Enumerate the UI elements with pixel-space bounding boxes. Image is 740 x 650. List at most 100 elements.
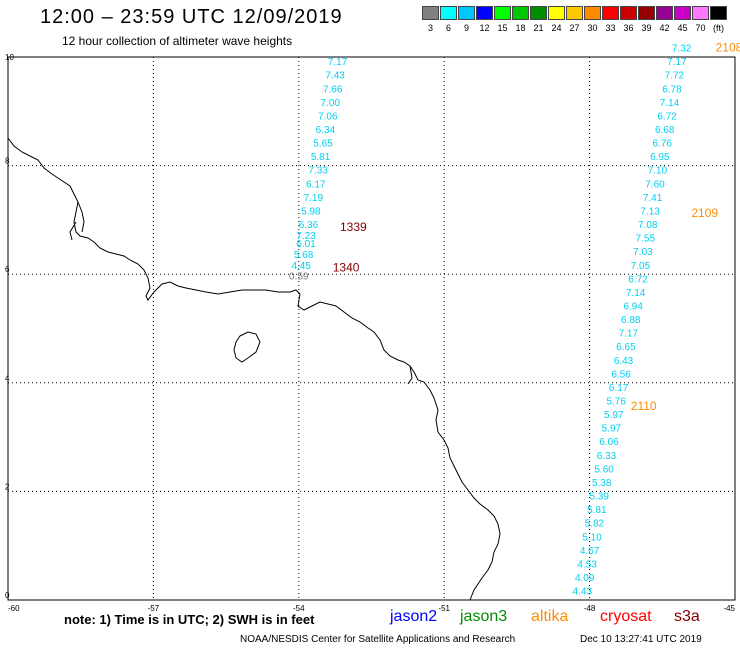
legend-swatch [656, 6, 673, 20]
wave-height-value: 5.76 [606, 397, 626, 408]
wave-height-value: 6.43 [614, 356, 634, 367]
legend-label: 45 [677, 23, 688, 33]
legend-swatch [548, 6, 565, 20]
generated-timestamp: Dec 10 13:27:41 UTC 2019 [580, 634, 702, 645]
legend-label: 24 [551, 23, 562, 33]
wave-height-value: 5.60 [594, 464, 614, 475]
credit-text: NOAA/NESDIS Center for Satellite Applica… [240, 634, 516, 645]
wave-height-value: 6.65 [616, 342, 636, 353]
legend-swatch [638, 6, 655, 20]
wave-height-value: 5.10 [582, 532, 602, 543]
wave-height-value: 5.98 [301, 206, 321, 217]
pass-time-label: 2109 [691, 206, 718, 220]
lat-lon-grid [8, 57, 735, 600]
wave-height-value: 4.67 [580, 546, 600, 557]
wave-height-value: 5.81 [311, 152, 331, 163]
legend-label: 21 [533, 23, 544, 33]
wave-height-value: 7.14 [660, 98, 680, 109]
wave-height-value: 5.82 [585, 519, 605, 530]
wave-height-value: 7.10 [648, 166, 668, 177]
legend-label: 9 [463, 23, 469, 33]
legend-swatch [422, 6, 439, 20]
x-tick-label: -60 [8, 604, 20, 613]
wave-height-value: 6.72 [657, 111, 677, 122]
legend-swatch [494, 6, 511, 20]
wave-height-value: 7.55 [636, 234, 656, 245]
wave-height-value: 6.36 [299, 220, 319, 231]
legend-swatch [710, 6, 727, 20]
legend-swatch [602, 6, 619, 20]
x-tick-label: -54 [293, 604, 305, 613]
wave-height-value: 5.39 [590, 492, 610, 503]
legend-label: 33 [605, 23, 616, 33]
wave-height-value: 6.56 [611, 369, 631, 380]
x-tick-label: -57 [148, 604, 160, 613]
x-tick-label: -45 [723, 604, 735, 613]
wave-height-value: 6.88 [621, 315, 641, 326]
wave-height-value: 7.17 [328, 57, 348, 68]
legend-label: 18 [515, 23, 526, 33]
wave-height-value: 4.45 [291, 261, 311, 272]
legend-swatch [692, 6, 709, 20]
legend-swatch [530, 6, 547, 20]
wave-height-value: 7.17 [619, 329, 639, 340]
wave-height-value: 4.09 [575, 573, 595, 584]
wave-height-value: 6.72 [628, 274, 648, 285]
map-title: 12:00 – 23:59 UTC 12/09/2019 [40, 6, 343, 28]
x-tick-label: -51 [438, 604, 450, 613]
pass-time-label: 2110 [631, 399, 657, 413]
wave-height-value: 7.06 [318, 111, 338, 122]
satellite-name: s3a [674, 608, 700, 625]
legend-label: 39 [641, 23, 652, 33]
legend-swatch [566, 6, 583, 20]
legend-swatch [476, 6, 493, 20]
legend-label: 12 [479, 23, 490, 33]
wave-height-value: 5.97 [604, 410, 624, 421]
legend-label: 6 [445, 23, 451, 33]
satellite-name: jason2 [390, 608, 438, 625]
satellite-name: jason3 [460, 608, 508, 625]
wave-height-value: 7.05 [631, 261, 651, 272]
pass-time-label: 1340 [333, 260, 360, 274]
wave-height-value: 4.53 [577, 559, 597, 570]
pass-time-label: 1339 [340, 220, 367, 234]
wave-height-value: 7.60 [645, 179, 665, 190]
pass-times: 1339 1340 2108 2109 2110 [333, 41, 740, 413]
satellite-tracks: 7.17 7.43 7.66 7.00 7.06 6.34 5.65 5.81 7.33 6.17… [289, 44, 692, 598]
legend-swatch [584, 6, 601, 20]
wave-height-value: 6.17 [609, 383, 629, 394]
legend-label: (ft) [713, 23, 724, 33]
wave-height-value: 6.34 [316, 125, 336, 136]
y-tick-label: 10 [5, 53, 14, 62]
wave-height-value: 5.38 [592, 478, 612, 489]
legend-label: 3 [427, 23, 433, 33]
map-frame [7, 56, 736, 601]
satellite-name: cryosat [600, 608, 652, 625]
wave-height-value: 7.32 [672, 44, 692, 55]
wave-height-value: 7.00 [321, 98, 341, 109]
wave-height-value: 6.78 [662, 84, 682, 95]
y-tick-label: 6 [5, 265, 10, 274]
y-tick-label: 2 [5, 482, 10, 491]
river-inlet [69, 201, 413, 385]
wave-height-value: 7.14 [626, 288, 646, 299]
legend-swatch [458, 6, 475, 20]
legend-label: 27 [569, 23, 580, 33]
footnote: note: 1) Time is in UTC; 2) SWH is in fe… [64, 612, 315, 627]
wave-height-value: 7.19 [304, 193, 324, 204]
y-tick-label: 8 [5, 157, 10, 166]
wave-height-value: 7.43 [325, 71, 345, 82]
wave-height-value: 6.68 [655, 125, 675, 136]
wave-height-value: 7.03 [633, 247, 653, 258]
wave-height-value: 7.66 [323, 84, 343, 95]
wave-height-value: 5.81 [587, 505, 607, 516]
wave-height-value: 4.43 [573, 587, 593, 598]
wave-height-value: 6.76 [653, 139, 673, 150]
wave-height-value: 0.59 [289, 272, 309, 283]
wave-height-value: 6.17 [306, 179, 326, 190]
wave-height-value: 7.17 [667, 57, 687, 68]
legend-label: 30 [587, 23, 598, 33]
wave-height-value: 7.72 [665, 71, 685, 82]
wave-height-value: 6.01 [296, 239, 316, 250]
